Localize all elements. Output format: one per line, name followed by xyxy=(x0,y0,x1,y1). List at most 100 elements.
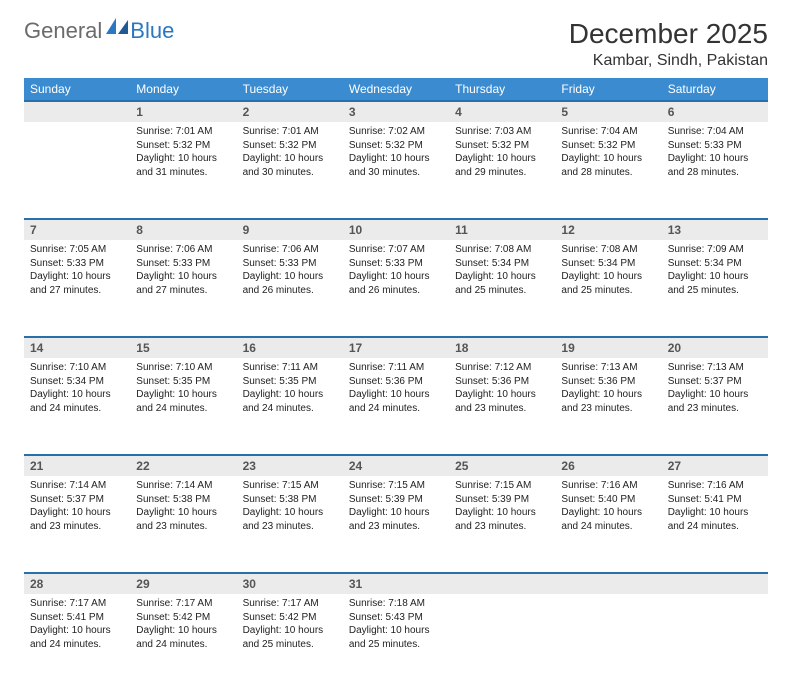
daynum-cell: 30 xyxy=(237,572,343,594)
daynum-row: 21222324252627 xyxy=(24,454,768,476)
sunset-line: Sunset: 5:38 PM xyxy=(243,493,337,507)
daylight-line: Daylight: 10 hours and 28 minutes. xyxy=(668,152,762,179)
sunset-line: Sunset: 5:34 PM xyxy=(561,257,655,271)
day-number: 23 xyxy=(237,454,343,476)
weekday-header-row: SundayMondayTuesdayWednesdayThursdayFrid… xyxy=(24,78,768,100)
day-cell-body: Sunrise: 7:14 AMSunset: 5:37 PMDaylight:… xyxy=(24,476,130,539)
day-cell-body: Sunrise: 7:15 AMSunset: 5:38 PMDaylight:… xyxy=(237,476,343,539)
day-cell: Sunrise: 7:16 AMSunset: 5:40 PMDaylight:… xyxy=(555,476,661,572)
sunset-line: Sunset: 5:32 PM xyxy=(349,139,443,153)
daylight-line: Daylight: 10 hours and 27 minutes. xyxy=(136,270,230,297)
daylight-line: Daylight: 10 hours and 25 minutes. xyxy=(561,270,655,297)
day-cell: Sunrise: 7:11 AMSunset: 5:35 PMDaylight:… xyxy=(237,358,343,454)
day-cell-body: Sunrise: 7:04 AMSunset: 5:33 PMDaylight:… xyxy=(662,122,768,185)
day-cell: Sunrise: 7:02 AMSunset: 5:32 PMDaylight:… xyxy=(343,122,449,218)
daynum-cell: 21 xyxy=(24,454,130,476)
day-number: 28 xyxy=(24,572,130,594)
day-cell: Sunrise: 7:15 AMSunset: 5:39 PMDaylight:… xyxy=(449,476,555,572)
daynum-cell: 15 xyxy=(130,336,236,358)
daylight-line: Daylight: 10 hours and 29 minutes. xyxy=(455,152,549,179)
day-number xyxy=(662,572,768,594)
sunset-line: Sunset: 5:36 PM xyxy=(349,375,443,389)
day-number: 11 xyxy=(449,218,555,240)
weekday-header: Tuesday xyxy=(237,78,343,100)
daynum-cell: 8 xyxy=(130,218,236,240)
day-cell-body: Sunrise: 7:06 AMSunset: 5:33 PMDaylight:… xyxy=(237,240,343,303)
day-cell: Sunrise: 7:07 AMSunset: 5:33 PMDaylight:… xyxy=(343,240,449,336)
day-number xyxy=(555,572,661,594)
day-cell-body: Sunrise: 7:01 AMSunset: 5:32 PMDaylight:… xyxy=(130,122,236,185)
day-number: 22 xyxy=(130,454,236,476)
daylight-line: Daylight: 10 hours and 25 minutes. xyxy=(455,270,549,297)
daylight-line: Daylight: 10 hours and 23 minutes. xyxy=(243,506,337,533)
daynum-row: 14151617181920 xyxy=(24,336,768,358)
daylight-line: Daylight: 10 hours and 24 minutes. xyxy=(561,506,655,533)
day-cell: Sunrise: 7:10 AMSunset: 5:35 PMDaylight:… xyxy=(130,358,236,454)
sunrise-line: Sunrise: 7:05 AM xyxy=(30,243,124,257)
sunrise-line: Sunrise: 7:09 AM xyxy=(668,243,762,257)
day-cell-body: Sunrise: 7:10 AMSunset: 5:35 PMDaylight:… xyxy=(130,358,236,421)
weekday-header: Saturday xyxy=(662,78,768,100)
day-cell-body: Sunrise: 7:11 AMSunset: 5:36 PMDaylight:… xyxy=(343,358,449,421)
day-number: 18 xyxy=(449,336,555,358)
day-number: 1 xyxy=(130,100,236,122)
daynum-cell: 5 xyxy=(555,100,661,122)
sunrise-line: Sunrise: 7:17 AM xyxy=(136,597,230,611)
sunrise-line: Sunrise: 7:01 AM xyxy=(243,125,337,139)
day-cell-body: Sunrise: 7:05 AMSunset: 5:33 PMDaylight:… xyxy=(24,240,130,303)
sunset-line: Sunset: 5:33 PM xyxy=(30,257,124,271)
weekday-header: Friday xyxy=(555,78,661,100)
daylight-line: Daylight: 10 hours and 23 minutes. xyxy=(349,506,443,533)
sunset-line: Sunset: 5:38 PM xyxy=(136,493,230,507)
day-cell: Sunrise: 7:13 AMSunset: 5:37 PMDaylight:… xyxy=(662,358,768,454)
day-cell: Sunrise: 7:17 AMSunset: 5:42 PMDaylight:… xyxy=(237,594,343,690)
daynum-cell: 27 xyxy=(662,454,768,476)
sunrise-line: Sunrise: 7:15 AM xyxy=(349,479,443,493)
daynum-cell: 3 xyxy=(343,100,449,122)
day-number xyxy=(24,100,130,122)
day-cell-body: Sunrise: 7:15 AMSunset: 5:39 PMDaylight:… xyxy=(449,476,555,539)
day-cell-body: Sunrise: 7:10 AMSunset: 5:34 PMDaylight:… xyxy=(24,358,130,421)
sunset-line: Sunset: 5:34 PM xyxy=(455,257,549,271)
calendar-body: 123456Sunrise: 7:01 AMSunset: 5:32 PMDay… xyxy=(24,100,768,690)
sunrise-line: Sunrise: 7:13 AM xyxy=(561,361,655,375)
daynum-cell: 12 xyxy=(555,218,661,240)
sunset-line: Sunset: 5:33 PM xyxy=(668,139,762,153)
sunrise-line: Sunrise: 7:14 AM xyxy=(136,479,230,493)
sunset-line: Sunset: 5:37 PM xyxy=(30,493,124,507)
sunrise-line: Sunrise: 7:15 AM xyxy=(455,479,549,493)
daynum-cell: 31 xyxy=(343,572,449,594)
sunset-line: Sunset: 5:33 PM xyxy=(349,257,443,271)
day-number: 16 xyxy=(237,336,343,358)
title-block: December 2025 Kambar, Sindh, Pakistan xyxy=(569,18,768,70)
daylight-line: Daylight: 10 hours and 31 minutes. xyxy=(136,152,230,179)
sunset-line: Sunset: 5:32 PM xyxy=(243,139,337,153)
day-cell-body: Sunrise: 7:06 AMSunset: 5:33 PMDaylight:… xyxy=(130,240,236,303)
day-cell-body: Sunrise: 7:03 AMSunset: 5:32 PMDaylight:… xyxy=(449,122,555,185)
header: General Blue December 2025 Kambar, Sindh… xyxy=(24,18,768,70)
sunrise-line: Sunrise: 7:06 AM xyxy=(136,243,230,257)
sunrise-line: Sunrise: 7:10 AM xyxy=(136,361,230,375)
sunrise-line: Sunrise: 7:17 AM xyxy=(243,597,337,611)
daynum-cell: 24 xyxy=(343,454,449,476)
sunrise-line: Sunrise: 7:12 AM xyxy=(455,361,549,375)
day-cell-body: Sunrise: 7:18 AMSunset: 5:43 PMDaylight:… xyxy=(343,594,449,657)
sunrise-line: Sunrise: 7:14 AM xyxy=(30,479,124,493)
daylight-line: Daylight: 10 hours and 23 minutes. xyxy=(136,506,230,533)
sunrise-line: Sunrise: 7:04 AM xyxy=(668,125,762,139)
daylight-line: Daylight: 10 hours and 23 minutes. xyxy=(455,506,549,533)
day-number: 14 xyxy=(24,336,130,358)
day-number: 21 xyxy=(24,454,130,476)
calendar-table: SundayMondayTuesdayWednesdayThursdayFrid… xyxy=(24,78,768,690)
daynum-row: 123456 xyxy=(24,100,768,122)
sunset-line: Sunset: 5:37 PM xyxy=(668,375,762,389)
daynum-cell: 11 xyxy=(449,218,555,240)
day-number: 30 xyxy=(237,572,343,594)
day-cell-body: Sunrise: 7:17 AMSunset: 5:42 PMDaylight:… xyxy=(130,594,236,657)
day-cell xyxy=(24,122,130,218)
day-cell-body: Sunrise: 7:14 AMSunset: 5:38 PMDaylight:… xyxy=(130,476,236,539)
daynum-cell: 28 xyxy=(24,572,130,594)
day-number: 26 xyxy=(555,454,661,476)
weekday-header: Sunday xyxy=(24,78,130,100)
day-number: 8 xyxy=(130,218,236,240)
